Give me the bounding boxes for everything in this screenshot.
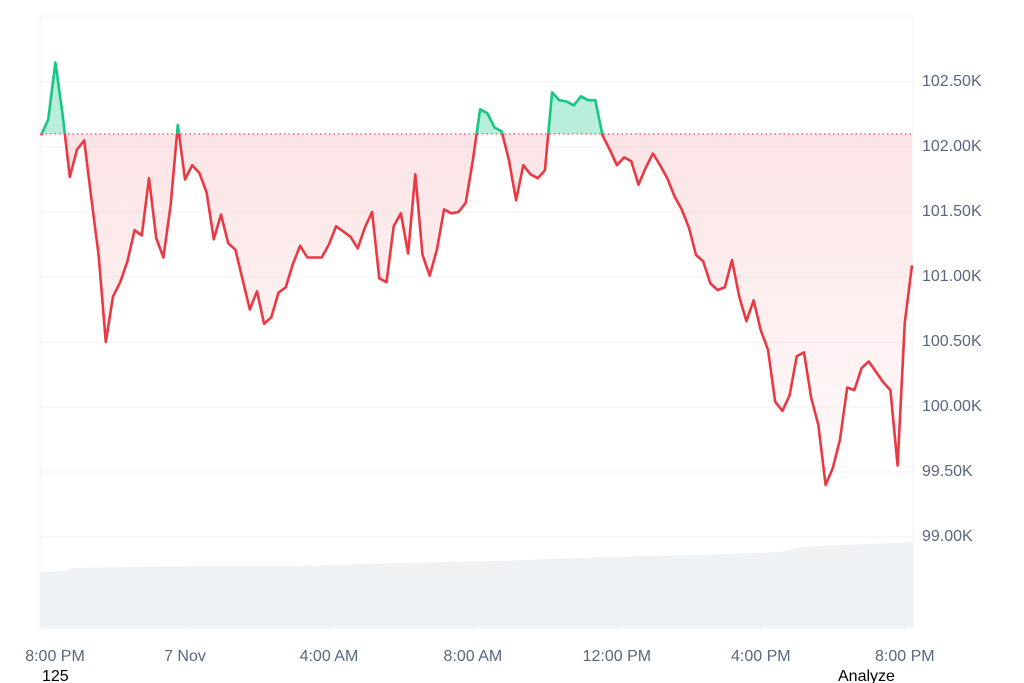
y-tick-label: 100.50K bbox=[922, 333, 982, 350]
y-tick-label: 99.00K bbox=[922, 528, 973, 545]
x-tick-label: 8:00 PM bbox=[25, 648, 85, 665]
x-tick-label: 7 Nov bbox=[164, 648, 206, 665]
price-line-below bbox=[39, 133, 914, 487]
area-below bbox=[41, 133, 912, 485]
x-tick-label: 4:00 AM bbox=[300, 648, 359, 665]
y-tick-label: 102.50K bbox=[922, 73, 982, 90]
x-tick-label: 4:00 PM bbox=[731, 648, 791, 665]
volume-area bbox=[40, 542, 913, 628]
footer-right: Analyze bbox=[838, 668, 895, 683]
x-tick-label: 12:00 PM bbox=[583, 648, 651, 665]
x-tick-label: 8:00 PM bbox=[875, 648, 935, 665]
y-tick-label: 101.50K bbox=[922, 203, 982, 220]
y-tick-label: 102.00K bbox=[922, 138, 982, 155]
x-tick-label: 8:00 AM bbox=[444, 648, 503, 665]
y-tick-label: 99.50K bbox=[922, 463, 973, 480]
y-tick-label: 101.00K bbox=[922, 268, 982, 285]
marks bbox=[39, 61, 914, 487]
labels: 99.00K 99.50K 100.00K 100.50K 101.00K 101.50K… bbox=[25, 73, 982, 665]
y-tick-label: 100.00K bbox=[922, 398, 982, 415]
footer-left: 125 bbox=[42, 668, 69, 683]
